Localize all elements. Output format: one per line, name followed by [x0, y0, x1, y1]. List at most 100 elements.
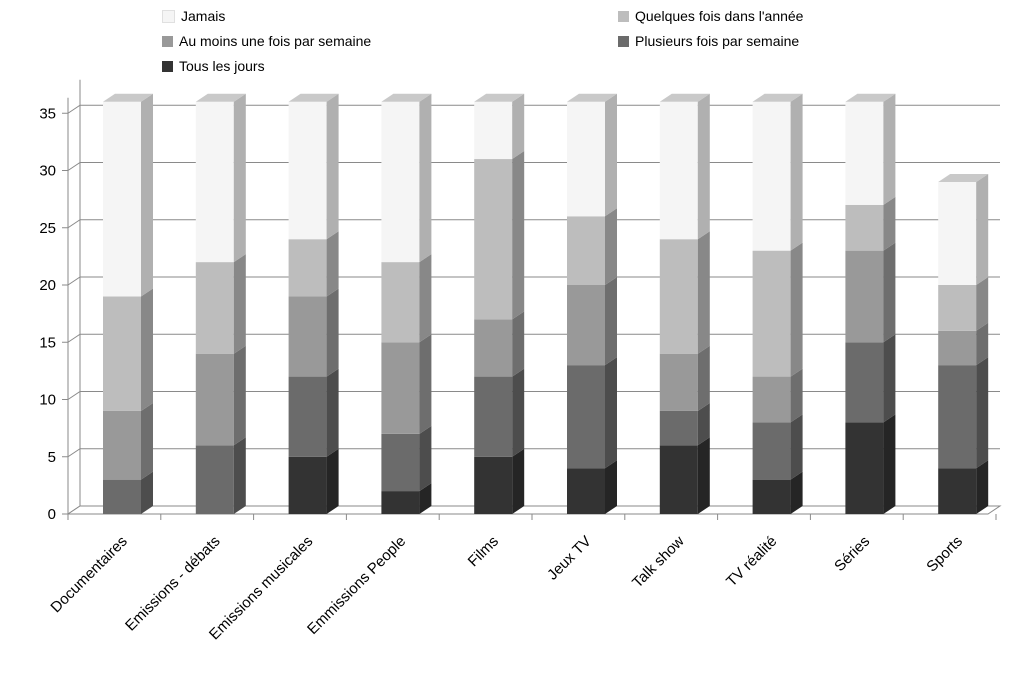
legend-swatch-plusieurs-fois: [618, 35, 629, 47]
bar-8-seg-3-side: [883, 196, 896, 251]
bar-2-seg-4-side: [326, 93, 339, 240]
bar-1-seg-2-front: [195, 353, 234, 446]
bar-5-seg-0-side: [605, 460, 617, 514]
bar-8-seg-0-side: [883, 414, 896, 514]
bar-5-seg-1-front: [567, 365, 605, 469]
bar-5-seg-3-front: [567, 216, 605, 285]
bar-4-seg-1-side: [512, 368, 525, 457]
legend-label-jamais: Jamais: [181, 8, 226, 24]
x-tick-label-9: Sports: [923, 533, 966, 576]
bar-0-seg-1-side: [141, 471, 153, 514]
bar-6-seg-1-side: [697, 402, 710, 446]
bar-1-seg-1-side: [233, 437, 246, 514]
bar-1-seg-1-front: [195, 445, 234, 514]
legend-swatch-tous-les-jours: [162, 60, 173, 72]
y-tick-label-30: 30: [39, 163, 56, 180]
bar-7-seg-1-front: [752, 422, 791, 480]
bar-4-seg-4-front: [474, 101, 513, 160]
bar-7-seg-4-side: [790, 93, 803, 251]
bar-2-seg-3-front: [288, 239, 327, 297]
bar-6-seg-0-front: [659, 445, 698, 514]
legend: Jamais Quelques fois dans l'année Au moi…: [0, 0, 1013, 80]
bar-9-seg-4-side: [976, 173, 989, 285]
bar-6-seg-2-front: [659, 353, 698, 411]
bar-9-top: [938, 173, 989, 182]
bar-3-seg-3-front: [381, 262, 420, 343]
bar-6-seg-3-front: [659, 239, 698, 354]
legend-item-tous-les-jours: Tous les jours: [162, 58, 265, 74]
x-tick-label-0: Documentaires: [47, 533, 130, 616]
bar-3-seg-0-side: [419, 483, 432, 514]
bar-4-seg-2-side: [512, 311, 525, 377]
bar-4-seg-0-side: [512, 448, 525, 514]
y-tick-label-15: 15: [39, 334, 56, 351]
bar-6-seg-3-side: [697, 231, 710, 354]
bar-3-seg-3-side: [419, 254, 432, 343]
bar-7-seg-3-front: [752, 250, 791, 377]
bar-9-seg-3-front: [938, 285, 977, 331]
bar-1-top: [195, 93, 246, 102]
x-tick-label-2: Emissions musicales: [206, 533, 316, 643]
bar-3-seg-4-front: [381, 101, 420, 263]
bar-3-seg-0-front: [381, 491, 420, 514]
bar-2-seg-0-front: [288, 456, 327, 514]
bar-0-seg-3-front: [103, 296, 141, 411]
bar-1-seg-3-side: [233, 254, 246, 354]
bar-0-seg-4-side: [141, 93, 153, 297]
bar-1-seg-3-front: [195, 262, 234, 354]
bar-9-seg-1-front: [938, 365, 977, 469]
bar-4-seg-1-front: [474, 376, 513, 457]
bar-5-seg-4-front: [567, 101, 605, 217]
bar-8-seg-1-side: [883, 334, 896, 423]
bar-5-seg-3-side: [605, 208, 617, 285]
bar-9-seg-1-side: [976, 357, 989, 469]
bar-3-seg-2-side: [419, 334, 432, 434]
legend-label-quelques-fois: Quelques fois dans l'année: [635, 8, 804, 24]
bar-6-seg-4-side: [697, 93, 710, 240]
bar-8-seg-1-front: [845, 342, 884, 423]
x-tick-label-6: Talk show: [629, 533, 688, 592]
x-tick-label-3: Emmissions People: [304, 533, 409, 638]
bar-2-top: [288, 93, 339, 102]
bar-6-top: [659, 93, 710, 102]
bar-5-seg-0-front: [567, 468, 605, 514]
bar-9-seg-3-side: [976, 277, 989, 331]
bar-4-top: [474, 93, 525, 102]
bar-7-seg-2-side: [790, 368, 803, 423]
legend-label-tous-les-jours: Tous les jours: [179, 58, 265, 74]
legend-item-quelques-fois: Quelques fois dans l'année: [618, 8, 803, 24]
x-tick-label-1: Emissions - débats: [122, 533, 224, 635]
bar-9-seg-0-side: [976, 460, 989, 514]
bar-3-seg-2-front: [381, 342, 420, 434]
bar-8-seg-3-front: [845, 204, 884, 251]
legend-item-au-moins-une-fois: Au moins une fois par semaine: [162, 33, 371, 49]
x-tick-label-7: TV réalité: [723, 533, 780, 590]
bar-7-seg-1-side: [790, 414, 803, 480]
bar-6-seg-4-front: [659, 101, 698, 240]
bar-7-seg-0-side: [790, 471, 803, 514]
legend-swatch-jamais: [162, 9, 175, 23]
bar-3-seg-1-side: [419, 425, 432, 492]
bar-4-seg-0-front: [474, 456, 513, 514]
bar-5-seg-4-side: [605, 93, 617, 217]
bar-4-seg-3-side: [512, 151, 525, 320]
bar-4-seg-2-front: [474, 319, 513, 377]
bar-9-seg-0-front: [938, 468, 977, 514]
bar-3-seg-1-front: [381, 433, 420, 492]
bar-7-seg-3-side: [790, 242, 803, 377]
bar-2-seg-1-side: [326, 368, 339, 457]
x-tick-label-4: Films: [465, 533, 502, 570]
bar-0-seg-2-front: [103, 410, 141, 480]
y-tick-label-10: 10: [39, 392, 56, 409]
bar-0-seg-1-front: [103, 479, 141, 514]
bar-7-seg-4-front: [752, 101, 791, 251]
legend-label-au-moins-une-fois: Au moins une fois par semaine: [179, 33, 372, 49]
bar-1-seg-4-front: [195, 101, 234, 263]
bar-0-seg-4-front: [103, 101, 141, 297]
bar-2-seg-1-front: [288, 376, 327, 457]
bar-7-top: [752, 93, 803, 102]
y-tick-label-35: 35: [39, 105, 56, 122]
legend-item-jamais: Jamais: [162, 8, 225, 24]
bar-8-seg-2-front: [845, 250, 884, 343]
